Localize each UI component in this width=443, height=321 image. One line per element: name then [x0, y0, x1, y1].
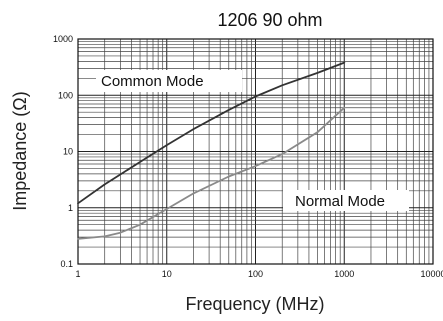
series-normal-mode — [77, 106, 346, 240]
x-axis-label: Frequency (MHz) — [185, 294, 324, 314]
y-tick-label: 1 — [68, 203, 73, 213]
y-tick-label: 10 — [63, 147, 73, 157]
x-tick-label: 1000 — [334, 269, 354, 279]
x-tick-label: 10 — [162, 269, 172, 279]
x-tick-label: 1 — [75, 269, 80, 279]
annotation-normal-mode: Normal Mode — [295, 193, 385, 210]
series-common-mode — [77, 61, 346, 205]
plot-frame — [77, 38, 434, 265]
annotation-common-mode: Common Mode — [101, 73, 204, 90]
series-lines — [77, 61, 346, 240]
x-tick-label: 100 — [248, 269, 263, 279]
common-mode-label-bg — [96, 70, 242, 92]
y-tick-label: 100 — [58, 90, 73, 100]
normal-mode-label-bg — [283, 190, 409, 211]
y-axis-label: Impedance (Ω) — [10, 91, 30, 211]
y-tick-label: 1000 — [53, 34, 73, 44]
chart-title: 1206 90 ohm — [217, 10, 322, 30]
y-tick-label: 0.1 — [60, 259, 73, 269]
